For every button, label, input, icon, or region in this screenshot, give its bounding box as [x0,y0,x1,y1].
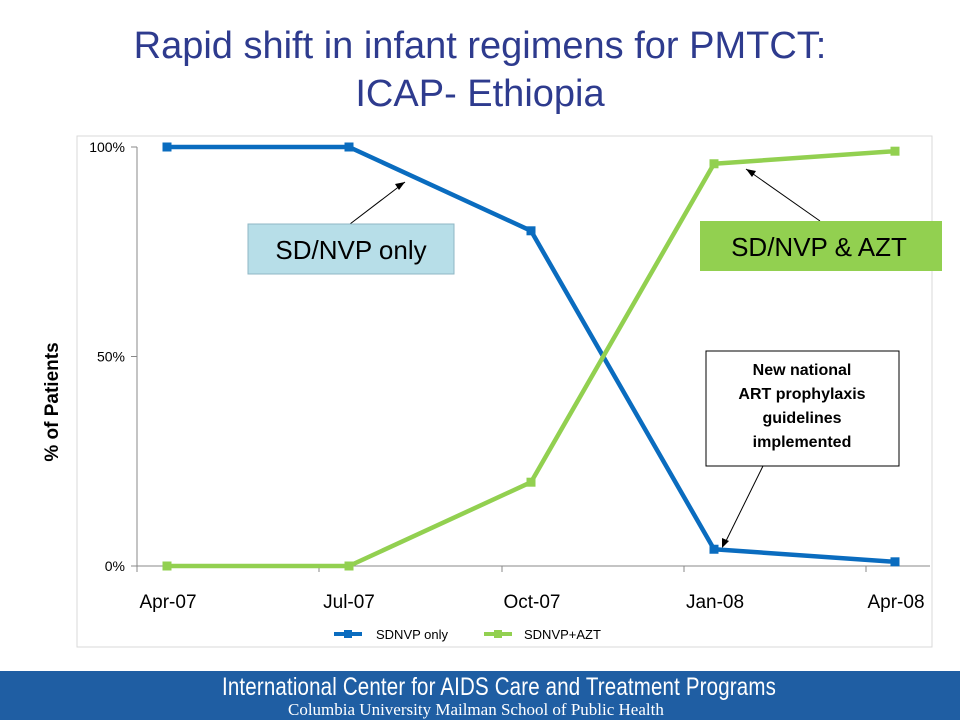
series-2-point [526,477,536,487]
callout-box-sdnvp-azt [700,221,942,271]
series-2-point [709,159,719,169]
series-1-point [890,557,900,567]
series-2-point [344,561,354,571]
guideline-annotation-arrow [723,465,764,546]
legend-entry-label: SDNVP+AZT [524,627,601,642]
guideline-annotation-line: guidelines [762,410,841,427]
x-tick-label: Jan-08 [686,592,744,613]
series-2-point [162,561,172,571]
guideline-annotation-line: ART prophylaxis [738,386,865,403]
slide-title: Rapid shift in infant regimens for PMTCT… [0,22,960,118]
guideline-annotation-line: implemented [753,434,852,451]
x-tick-label: Oct-07 [503,592,560,613]
y-tick-label: 0% [105,558,125,574]
guideline-annotation-line: New national [753,362,852,379]
legend-swatch-marker [494,630,502,638]
guideline-annotation-arrowhead [722,538,729,548]
series-1-point [526,226,536,236]
footer-banner: International Center for AIDS Care and T… [0,671,960,720]
footer-university-name: Columbia University Mailman School of Pu… [288,700,664,719]
series-1-point [344,142,354,152]
callout-box-sdnvp-only [247,223,455,275]
footer-org-name: International Center for AIDS Care and T… [222,673,776,701]
callout-arrowhead [395,182,405,190]
y-tick-label: 50% [97,349,125,365]
x-tick-label: Apr-08 [867,592,924,613]
callout-label-sdnvp-azt: SD/NVP & AZT [731,232,907,262]
callout-label-sdnvp-only: SD/NVP only [275,235,426,265]
x-tick-label: Jul-07 [323,592,375,613]
legend-entry-label: SDNVP only [376,627,449,642]
callout-arrowhead [746,169,756,177]
series-1-point [709,544,719,554]
callout-arrow [745,168,821,222]
x-tick-label: Apr-07 [139,592,196,613]
slide-title-line2: ICAP- Ethiopia [355,73,605,115]
y-axis-title: % of Patients [42,342,63,461]
guideline-annotation-box [705,350,900,467]
legend-swatch-marker [344,630,352,638]
callout-arrow [349,181,406,225]
slide-title-line1: Rapid shift in infant regimens for PMTCT… [133,25,827,67]
series-2-point [890,146,900,156]
series-1-point [162,142,172,152]
y-tick-label: 100% [89,139,125,155]
